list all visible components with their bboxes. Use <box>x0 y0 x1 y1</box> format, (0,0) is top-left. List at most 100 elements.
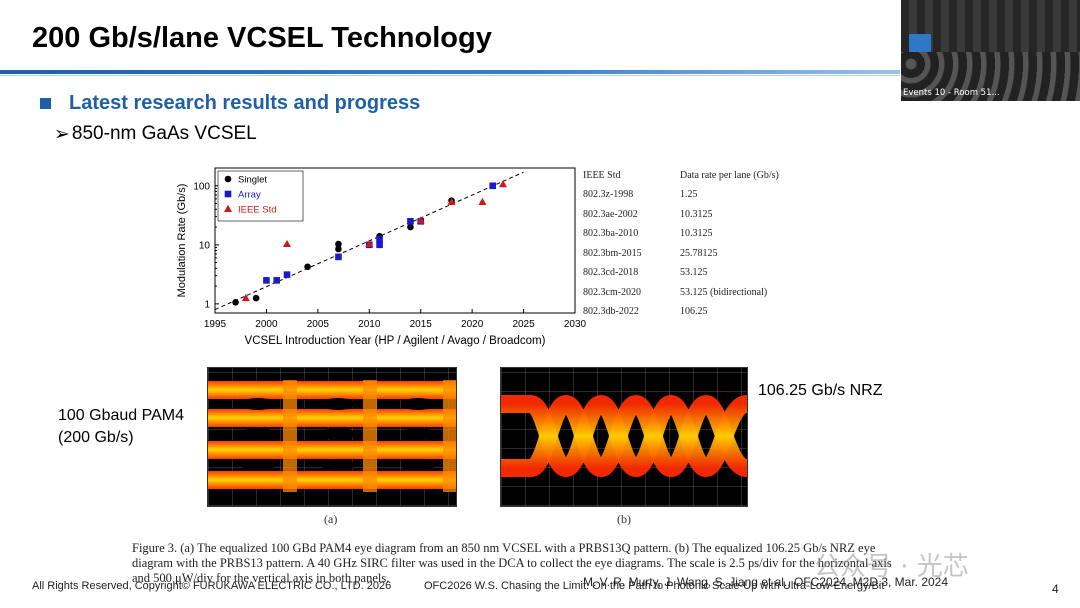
ieee-header-std: IEEE Std <box>583 169 621 181</box>
bullet-item: Latest research results and progress <box>40 92 420 115</box>
ieee-rate-cell: 53.125 <box>680 267 708 279</box>
ieee-table-header: IEEE Std Data rate per lane (Gb/s) <box>583 168 779 188</box>
pam4-eye-diagram <box>207 367 457 507</box>
ieee-std-point <box>241 293 250 302</box>
ieee-std-cell: 802.3cd-2018 <box>583 267 639 279</box>
x-tick-label: 2025 <box>512 319 535 330</box>
ieee-std-cell: 802.3db-2022 <box>583 306 639 318</box>
video-audience <box>901 52 1080 101</box>
array-point <box>376 235 383 243</box>
y-tick-label: 10 <box>199 240 211 251</box>
y-tick-label: 100 <box>193 181 210 192</box>
x-tick-label: 2020 <box>461 319 484 330</box>
table-row: 802.3cd-2018 53.125 <box>583 266 779 286</box>
figure-caption: Figure 3. (a) The equalized 100 GBd PAM4… <box>132 541 892 585</box>
ieee-std-point <box>416 216 425 224</box>
table-row: 802.3cm-2020 53.125 (bidirectional) <box>583 285 779 305</box>
singlet-point <box>252 294 260 302</box>
pam4-eye-opening <box>401 398 435 410</box>
pam4-label: 100 Gbaud PAM4 (200 Gb/s) <box>58 405 184 449</box>
table-row: 802.3db-2022 106.25 <box>583 305 779 325</box>
title-rule <box>0 70 900 74</box>
pam4-level-band <box>208 409 456 427</box>
bullet-text: Latest research results and progress <box>69 92 421 114</box>
legend-box <box>217 170 304 222</box>
array-point <box>273 277 281 284</box>
y-axis-label: Modulation Rate (Gb/s) <box>176 184 188 298</box>
x-tick-label: 2005 <box>307 319 330 330</box>
ieee-std-cell: 802.3ba-2010 <box>583 228 639 240</box>
pam4-crossing <box>443 380 456 492</box>
legend-marker <box>224 204 232 212</box>
array-point <box>263 277 270 284</box>
eye-b-label: (b) <box>617 512 631 526</box>
y-tick-label: 1 <box>204 299 210 310</box>
ieee-std-cell: 802.3bm-2015 <box>583 247 642 259</box>
array-point <box>283 271 291 278</box>
sub-bullet: ➢ 850-nm GaAs VCSEL <box>54 123 257 146</box>
pam4-label-line1: 100 Gbaud PAM4 <box>58 407 185 424</box>
ieee-rate-cell: 106.25 <box>680 306 708 318</box>
ieee-std-point <box>499 180 507 188</box>
ieee-rate-cell: 1.25 <box>680 189 698 201</box>
legend-label: Array <box>238 190 261 201</box>
page-number: 4 <box>1052 582 1059 596</box>
ieee-rate-cell: 25.78125 <box>680 247 718 259</box>
footer-copyright: All Rights Reserved, Copyright© FURUKAWA… <box>32 580 392 592</box>
nrz-label: 106.25 Gb/s NRZ <box>758 382 883 399</box>
footer-reference: M. V. R. Murty, J. Wang, S. Jiang et al.… <box>583 575 949 589</box>
watermark: 公众号 · 光芯 <box>814 552 969 582</box>
ieee-rate-cell: 10.3125 <box>680 228 713 240</box>
x-tick-label: 2000 <box>255 319 278 330</box>
ieee-header-rate: Data rate per lane (Gb/s) <box>680 169 779 181</box>
table-row: 802.3bm-2015 25.78125 <box>583 246 779 266</box>
pam4-crossing <box>363 380 377 492</box>
chart-svg: 1995 2000 2005 2010 2015 2020 2025 2030 1 10 100 VC… <box>176 167 587 347</box>
array-point <box>335 253 342 261</box>
pam4-eye-opening <box>321 398 355 410</box>
pam4-crossing <box>283 380 297 492</box>
footer-talk-title: OFC2026 W.S. Chasing the Limit: On the P… <box>424 580 885 592</box>
bullet-square-icon <box>40 98 51 109</box>
pam4-level-band <box>208 471 456 489</box>
pam4-level-band <box>208 381 456 399</box>
pam4-eye-opening <box>241 459 275 471</box>
video-screen <box>909 34 931 52</box>
legend-label: Singlet <box>238 175 267 186</box>
x-tick-label: 2010 <box>358 319 381 330</box>
singlet-point <box>335 245 342 253</box>
pam4-eye-opening <box>321 459 355 471</box>
nrz-eye-svg <box>501 394 747 478</box>
pam4-eye-opening <box>241 428 275 440</box>
pam4-eye-opening <box>401 428 435 440</box>
speaker-video-thumbnail[interactable]: Events 10 - Room 51... <box>901 0 1080 101</box>
x-tick-label: 2015 <box>410 319 433 330</box>
singlet-point <box>304 263 311 271</box>
ieee-rate-cell: 10.3125 <box>680 208 713 220</box>
ieee-std-point <box>478 197 487 205</box>
array-point <box>376 241 383 249</box>
x-tick-label: 2030 <box>564 319 587 330</box>
eye-a-label: (a) <box>324 512 338 526</box>
legend-label: IEEE Std <box>238 205 277 216</box>
ieee-std-point <box>447 197 456 205</box>
arrow-bullet-icon: ➢ <box>54 124 70 145</box>
pam4-label-line2: (200 Gb/s) <box>58 429 134 446</box>
array-point <box>407 218 414 225</box>
sub-bullet-text: 850-nm GaAs VCSEL <box>71 123 257 144</box>
ieee-std-cell: 802.3ae-2002 <box>583 208 638 220</box>
pam4-level-band <box>208 441 456 459</box>
pam4-eye-opening <box>401 459 435 471</box>
array-point <box>489 182 497 190</box>
table-row: 802.3ae-2002 10.3125 <box>583 207 779 227</box>
legend-marker <box>224 190 232 198</box>
slide-title: 200 Gb/s/lane VCSEL Technology <box>32 22 492 54</box>
nrz-eye-diagram <box>500 367 748 507</box>
video-caption: Events 10 - Room 51... <box>903 88 1000 98</box>
singlet-point <box>407 223 414 231</box>
pam4-eye-opening <box>321 428 355 440</box>
modulation-rate-chart: 1995 2000 2005 2010 2015 2020 2025 2030 1 10 100 VC… <box>170 162 590 352</box>
ieee-std-cell: 802.3cm-2020 <box>583 286 642 298</box>
legend-marker <box>224 175 232 183</box>
ieee-std-point <box>365 239 374 248</box>
